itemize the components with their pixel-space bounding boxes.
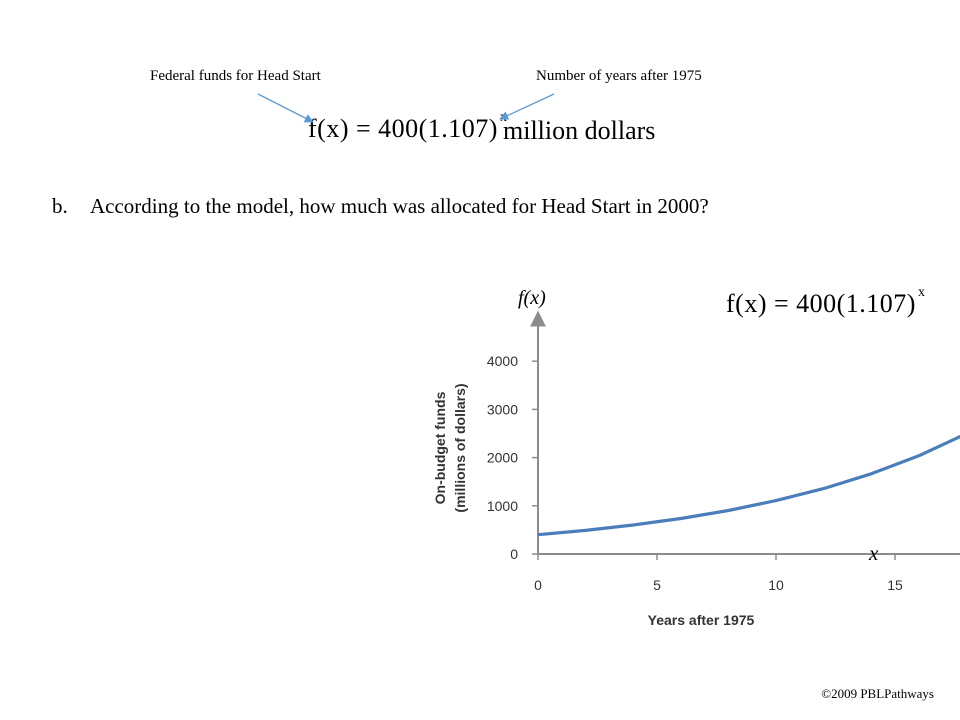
y-tick-label: 2000 xyxy=(487,450,518,466)
y-tick-label: 0 xyxy=(510,546,518,562)
model-curve xyxy=(537,434,960,537)
arrow-left xyxy=(257,93,314,123)
question-marker: b. xyxy=(52,194,68,218)
x-tick-label: 15 xyxy=(887,577,903,593)
chart-curve-group xyxy=(537,434,960,537)
variable-label: x xyxy=(868,541,879,565)
y-tick-label: 3000 xyxy=(487,401,518,417)
chart-equation-lhs: f(x) = 400(1.107) xyxy=(726,289,916,318)
x-axis-title: Years after 1975 xyxy=(648,612,755,628)
chart-equation: f(x) = 400(1.107) x xyxy=(726,285,925,319)
annotation-years: Number of years after 1975 xyxy=(536,68,702,84)
arrow-right xyxy=(499,93,555,120)
chart-axes xyxy=(530,310,960,555)
y-axis-title-line2: (millions of dollars) xyxy=(452,383,468,512)
y-axis-title: On-budget funds (millions of dollars) xyxy=(432,383,468,512)
function-label: f(x) xyxy=(518,287,546,309)
x-tick-label: 5 xyxy=(653,577,661,593)
copyright: ©2009 PBLPathways xyxy=(821,686,934,701)
chart-labels: Years after 1975 On-budget funds (millions… xyxy=(432,287,879,628)
equation-units: million dollars xyxy=(503,116,656,145)
y-axis-title-line1: On-budget funds xyxy=(432,391,448,504)
y-tick-label: 4000 xyxy=(487,353,518,369)
chart-equation-exponent: x xyxy=(917,285,926,300)
equation-lhs: f(x) = 400(1.107) xyxy=(308,114,498,143)
x-tick-label: 0 xyxy=(534,577,542,593)
annotation-federal-funds: Federal funds for Head Start xyxy=(150,68,321,84)
question-text: According to the model, how much was all… xyxy=(90,194,709,218)
x-tick-label: 10 xyxy=(768,577,784,593)
model-equation: f(x) = 400(1.107)x xyxy=(308,110,507,144)
annotation-arrows xyxy=(257,93,555,123)
y-tick-label: 1000 xyxy=(487,498,518,514)
chart-ticks: 010002000300040000510152025 xyxy=(487,353,903,593)
